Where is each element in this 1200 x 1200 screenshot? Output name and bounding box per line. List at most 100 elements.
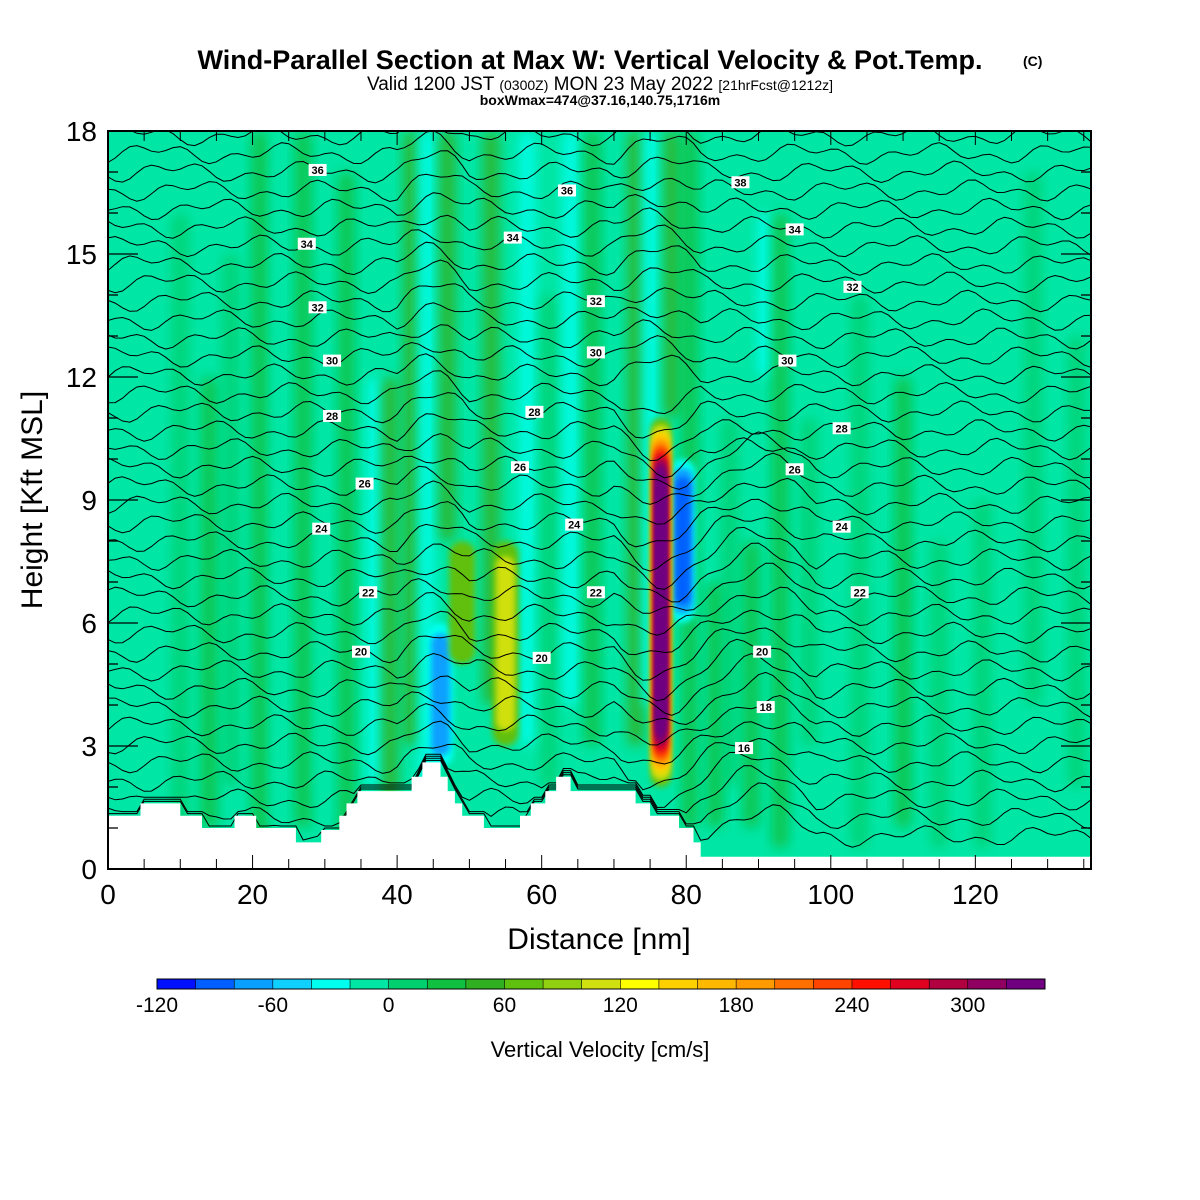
svg-text:22: 22 bbox=[590, 587, 602, 599]
svg-text:36: 36 bbox=[561, 185, 573, 197]
y-tick-label: 12 bbox=[66, 362, 97, 393]
chart-title-mark: (C) bbox=[1023, 53, 1042, 69]
contour-label: 20 bbox=[753, 645, 772, 659]
isentrope bbox=[108, 452, 1091, 505]
velocity-band bbox=[316, 459, 333, 808]
colorbar-swatch bbox=[311, 979, 351, 989]
colorbar-tick-label: -120 bbox=[136, 994, 178, 1017]
x-tick-label: 80 bbox=[671, 879, 702, 910]
colorbar-swatch bbox=[465, 979, 505, 989]
contour-label: 28 bbox=[525, 405, 544, 419]
velocity-band bbox=[772, 213, 789, 849]
colorbar-tick-label: 120 bbox=[603, 994, 638, 1017]
colorbar-swatch bbox=[272, 979, 312, 989]
velocity-band bbox=[851, 295, 868, 849]
y-tick-label: 9 bbox=[81, 485, 97, 516]
colorbar-swatch bbox=[851, 979, 891, 989]
velocity-band bbox=[1068, 336, 1085, 787]
colorbar-swatch bbox=[813, 979, 853, 989]
svg-text:28: 28 bbox=[836, 423, 848, 435]
contour-label: 36 bbox=[557, 184, 576, 197]
svg-text:24: 24 bbox=[315, 524, 328, 536]
colorbar-swatch bbox=[543, 979, 582, 989]
x-tick-label: 20 bbox=[237, 879, 268, 910]
contour-label: 20 bbox=[351, 645, 370, 659]
velocity-band bbox=[540, 295, 557, 787]
isentrope bbox=[108, 392, 1091, 439]
isentrope bbox=[108, 737, 1091, 791]
contour-labels: 36 36 38 34 34 34 32 32 32 30 30 30 28 28 28 26 26 26 24 24… bbox=[297, 163, 869, 755]
colorbar-swatch bbox=[504, 979, 544, 989]
x-tick-label: 0 bbox=[100, 879, 116, 910]
svg-text:34: 34 bbox=[301, 239, 314, 251]
chart-title: Wind-Parallel Section at Max W: Vertical… bbox=[198, 45, 983, 75]
y-tick-label: 18 bbox=[66, 116, 97, 147]
velocity-band bbox=[1025, 172, 1042, 705]
svg-text:22: 22 bbox=[362, 587, 374, 599]
y-tick-label: 6 bbox=[81, 608, 97, 639]
x-tick-label: 60 bbox=[526, 879, 557, 910]
isentrope bbox=[108, 526, 1091, 590]
isentrope bbox=[108, 319, 1091, 350]
velocity-band bbox=[381, 377, 398, 808]
subtitle-valid: Valid 1200 JST bbox=[367, 74, 495, 95]
x-axis-label: Distance [nm] bbox=[507, 923, 690, 956]
isentrope bbox=[108, 335, 1091, 369]
isentrope bbox=[108, 720, 1091, 765]
isentrope bbox=[108, 431, 1091, 490]
velocity-band bbox=[895, 377, 912, 828]
isentrope bbox=[108, 259, 1091, 295]
isentrope bbox=[108, 150, 1091, 184]
svg-text:38: 38 bbox=[734, 177, 746, 189]
subtitle-zulu: (0300Z) bbox=[499, 77, 548, 93]
colorbar-swatch bbox=[620, 979, 660, 989]
svg-text:22: 22 bbox=[854, 587, 866, 599]
contour-label: 24 bbox=[565, 518, 584, 532]
x-tick-label: 120 bbox=[952, 879, 999, 910]
colorbar-tick-label: 240 bbox=[834, 994, 869, 1017]
contour-label: 34 bbox=[785, 223, 804, 236]
isentrope bbox=[108, 586, 1091, 636]
contour-label: 24 bbox=[832, 520, 851, 534]
velocity-band bbox=[974, 500, 991, 849]
velocity-band bbox=[562, 131, 579, 705]
svg-text:26: 26 bbox=[789, 464, 801, 476]
svg-text:32: 32 bbox=[590, 296, 602, 308]
colorbar-swatch bbox=[967, 979, 1007, 989]
isentrope bbox=[108, 477, 1091, 525]
svg-text:34: 34 bbox=[789, 224, 802, 236]
contour-label: 20 bbox=[532, 651, 551, 665]
colorbar-swatch bbox=[736, 979, 776, 989]
velocity-band bbox=[584, 131, 601, 746]
isentrope bbox=[108, 302, 1091, 331]
isentrope bbox=[108, 433, 1091, 479]
isentrope bbox=[108, 353, 1091, 387]
isentrope bbox=[108, 755, 1091, 814]
colorbar-swatch bbox=[581, 979, 621, 989]
y-tick-label: 3 bbox=[81, 731, 97, 762]
x-tick-label: 40 bbox=[382, 879, 413, 910]
velocity-band bbox=[931, 541, 948, 849]
updraft-core bbox=[657, 487, 665, 718]
velocity-band bbox=[338, 172, 355, 849]
contour-label: 28 bbox=[832, 422, 851, 435]
colorbar: -120 -60 0 60 120 180 240 300 bbox=[136, 978, 1046, 1017]
chart-header: Wind-Parallel Section at Max W: Vertical… bbox=[198, 45, 1043, 108]
svg-text:26: 26 bbox=[514, 462, 526, 474]
contour-label: 30 bbox=[323, 354, 342, 368]
isentrope bbox=[108, 759, 1091, 848]
isentrope bbox=[108, 627, 1091, 681]
isentrope bbox=[108, 638, 1091, 702]
svg-text:26: 26 bbox=[358, 479, 370, 491]
contour-label: 16 bbox=[735, 742, 754, 755]
velocity-band bbox=[367, 377, 384, 787]
velocity-band bbox=[222, 254, 239, 787]
contour-label: 22 bbox=[586, 586, 605, 599]
contour-label: 32 bbox=[843, 280, 862, 294]
velocity-band bbox=[663, 131, 680, 418]
contour-label: 30 bbox=[778, 354, 797, 368]
velocity-band bbox=[757, 213, 774, 377]
contour-label: 18 bbox=[756, 701, 775, 714]
